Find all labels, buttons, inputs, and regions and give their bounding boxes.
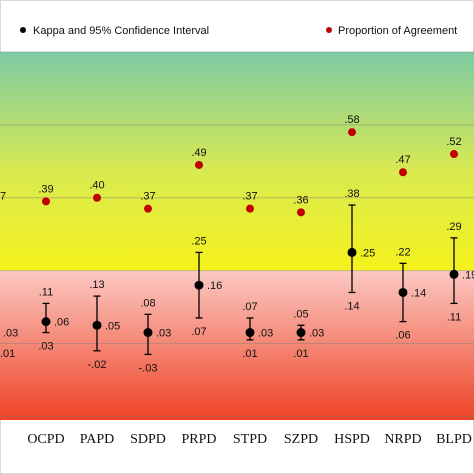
kappa-label: .03 (309, 328, 324, 340)
ci-upper-label: .11 (39, 286, 53, 298)
ci-lower-label: .01 (0, 348, 15, 360)
ci-upper-label: .08 (140, 297, 155, 309)
ci-lower-label: -.03 (139, 362, 158, 374)
legend-agreement-marker (326, 27, 332, 33)
agreement-label: .49 (191, 147, 206, 159)
agreement-label: 7 (0, 191, 6, 203)
ci-lower-label: .14 (344, 300, 359, 312)
agreement-label: .36 (293, 194, 308, 206)
x-tick-label: OCPD (27, 432, 64, 447)
x-tick-label: PAPD (80, 432, 115, 447)
kappa-label: .03 (3, 328, 18, 340)
agreement-label: .58 (344, 114, 359, 126)
ci-upper-label: .25 (191, 235, 206, 247)
agreement-band-lower (0, 270, 474, 420)
x-tick-label: STPD (233, 432, 267, 447)
kappa-point (92, 320, 102, 330)
agreement-point (93, 193, 101, 202)
agreement-label: .40 (89, 180, 104, 192)
legend-kappa-label: Kappa and 95% Confidence Interval (33, 25, 209, 37)
kappa-point (296, 328, 306, 338)
ci-upper-label: .38 (344, 188, 359, 200)
agreement-point (246, 204, 254, 213)
agreement-point (195, 160, 203, 169)
x-tick-label: NRPD (384, 432, 421, 447)
kappa-point (398, 287, 408, 297)
ci-lower-label: .06 (395, 330, 410, 342)
agreement-point (348, 128, 356, 137)
x-tick-label: PRPD (181, 432, 216, 447)
agreement-point (144, 204, 152, 213)
kappa-label: .06 (54, 317, 69, 329)
ci-lower-label: .01 (293, 348, 308, 360)
ci-lower-label: .03 (38, 341, 53, 353)
ci-upper-label: .07 (242, 301, 257, 313)
kappa-point (245, 328, 255, 338)
legend-agreement-label: Proportion of Agreement (338, 25, 457, 37)
kappa-label: .19 (462, 269, 474, 281)
kappa-label: .14 (411, 287, 426, 299)
ci-upper-label: .22 (395, 246, 410, 258)
kappa-point (449, 269, 459, 279)
agreement-point (297, 208, 305, 217)
gridlines (0, 51, 474, 417)
ci-lower-label: .01 (242, 348, 257, 360)
ci-upper-label: .05 (293, 308, 308, 320)
kappa-label: .05 (105, 320, 120, 332)
kappa-point (41, 317, 51, 327)
kappa-label: .16 (207, 280, 222, 292)
agreement-point (399, 168, 407, 177)
plot-marks: 7.39.40.37.49.37.36.58.47.52.03.01.06.11… (0, 114, 474, 374)
legend-kappa-marker (20, 27, 26, 33)
ci-upper-label: .13 (89, 279, 104, 291)
ci-lower-label: .07 (191, 326, 206, 338)
agreement-label: .52 (446, 136, 461, 148)
x-tick-label: SZPD (284, 432, 318, 447)
ci-upper-label: .29 (446, 221, 461, 233)
ci-lower-label: .11 (447, 311, 461, 323)
kappa-label: .03 (156, 328, 171, 340)
x-axis: PDOCPDPAPDSDPDPRPDSTPDSZPDHSPDNRPDBLPD (27, 432, 472, 447)
kappa-point (194, 280, 204, 290)
agreement-label: .39 (38, 183, 53, 195)
agreement-point (450, 150, 458, 159)
kappa-label: .03 (258, 328, 273, 340)
agreement-point (42, 197, 50, 206)
kappa-label: .25 (360, 247, 375, 259)
x-tick-label: HSPD (334, 432, 370, 447)
agreement-label: .37 (140, 191, 155, 203)
x-tick-label: BLPD (436, 432, 472, 447)
agreement-band-upper (0, 52, 474, 271)
agreement-label: .37 (242, 191, 257, 203)
agreement-label: .47 (395, 154, 410, 166)
kappa-point (143, 328, 153, 338)
ci-lower-label: -.02 (88, 359, 107, 371)
kappa-point (347, 247, 357, 257)
legend: Kappa and 95% Confidence Interval Propor… (20, 25, 457, 37)
x-tick-label: SDPD (130, 432, 166, 447)
